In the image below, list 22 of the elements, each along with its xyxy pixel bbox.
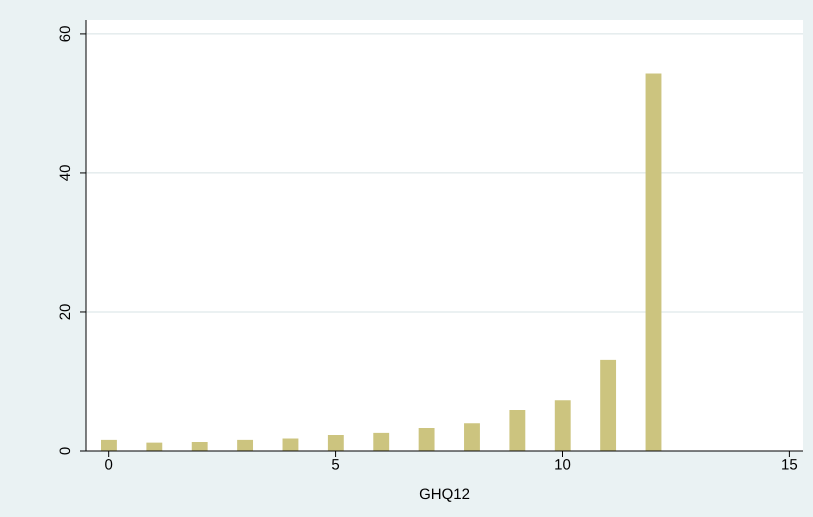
- bar: [101, 440, 117, 451]
- x-axis-title: GHQ12: [419, 486, 470, 503]
- bar: [418, 428, 435, 451]
- y-tick-label: 40: [57, 164, 74, 182]
- bar: [600, 360, 616, 451]
- bar: [282, 438, 298, 451]
- x-tick-label: 5: [331, 456, 340, 474]
- bar: [146, 442, 162, 451]
- bar: [373, 432, 390, 451]
- x-tick-label: 0: [104, 456, 113, 474]
- bar: [646, 74, 662, 451]
- y-tick-label: 20: [57, 304, 74, 320]
- bar: [237, 440, 254, 451]
- bar: [509, 410, 526, 451]
- x-tick-label: 10: [554, 456, 571, 474]
- bar: [328, 435, 344, 451]
- bar: [192, 442, 208, 451]
- x-tick-label: 15: [781, 456, 798, 474]
- bar: [464, 423, 480, 451]
- y-tick-label: 60: [57, 26, 74, 42]
- y-tick-label: 0: [57, 446, 74, 456]
- bar: [554, 400, 571, 451]
